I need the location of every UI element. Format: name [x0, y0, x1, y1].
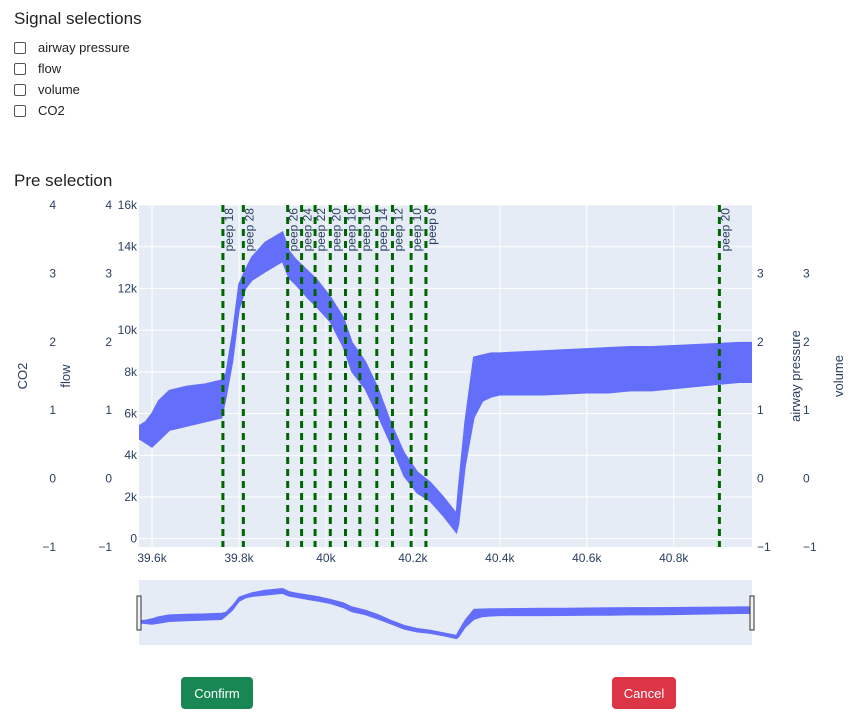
co2-tick-label: 3 [49, 266, 56, 280]
confirm-button[interactable]: Confirm [181, 677, 253, 709]
checkbox-volume[interactable]: volume [14, 79, 130, 100]
signal-selections-title: Signal selections [14, 9, 142, 28]
checkbox-label: CO2 [38, 103, 65, 118]
peep-marker-label: peep 20 [718, 208, 732, 252]
x-tick-label: 39.6k [137, 551, 167, 565]
peep-marker-label: peep 24 [301, 208, 315, 252]
co2-tick-label: 0 [49, 472, 56, 486]
checkbox-airway-pressure[interactable]: airway pressure [14, 37, 130, 58]
flow-side-tick-label: 0 [105, 472, 112, 486]
peep-marker-label: peep 16 [359, 208, 373, 252]
checkbox-box[interactable] [14, 41, 26, 54]
x-tick-label: 39.8k [224, 551, 254, 565]
flow-tick-label: 2k [124, 490, 138, 504]
airway-pressure-tick-label: 2 [757, 335, 764, 349]
range-slider-handle[interactable] [136, 595, 142, 631]
co2-tick-label: 4 [49, 198, 56, 212]
peep-marker-label: peep 8 [425, 208, 439, 245]
range-slider-handle[interactable] [749, 595, 755, 631]
co2-tick-label: 1 [49, 403, 56, 417]
flow-tick-label: 6k [124, 407, 138, 421]
signal-checkbox-list: airway pressure flow volume CO2 [14, 37, 130, 121]
peep-marker-label: peep 20 [329, 208, 343, 252]
x-tick-label: 40.8k [659, 551, 689, 565]
volume-axis-title: volume [831, 355, 846, 397]
flow-tick-label: 8k [124, 365, 138, 379]
x-tick-label: 40k [316, 551, 336, 565]
checkbox-label: flow [38, 61, 62, 76]
pre-selection-title: Pre selection [14, 171, 113, 190]
peep-marker-label: peep 14 [376, 208, 390, 252]
peep-marker-label: peep 28 [242, 208, 256, 252]
checkbox-label: volume [38, 82, 80, 97]
volume-tick-label: 2 [803, 335, 810, 349]
airway-pressure-tick-label: 1 [757, 403, 764, 417]
flow-side-tick-label: 3 [105, 266, 112, 280]
flow-tick-label: 10k [118, 323, 138, 337]
flow-tick-label: 12k [118, 281, 138, 295]
flow-tick-label: 14k [118, 240, 138, 254]
peep-marker-label: peep 12 [391, 208, 405, 252]
checkbox-box[interactable] [14, 104, 26, 117]
signal-chart[interactable]: 39.6k 39.8k 40k 40.2k 40.4k 40.6k 40.8k 0 2k 4k 6k… [0, 0, 857, 660]
volume-tick-label: 1 [803, 403, 810, 417]
peep-marker-label: peep 10 [410, 208, 424, 252]
peep-marker-label: peep 18 [345, 208, 359, 252]
airway-pressure-tick-label: −1 [757, 540, 771, 554]
checkbox-label: airway pressure [38, 40, 130, 55]
flow-side-tick-label: 2 [105, 335, 112, 349]
checkbox-box[interactable] [14, 83, 26, 96]
volume-tick-label: −1 [803, 540, 817, 554]
volume-tick-label: 0 [803, 472, 810, 486]
co2-tick-label: 2 [49, 335, 56, 349]
x-tick-label: 40.4k [485, 551, 515, 565]
flow-side-tick-label: 1 [105, 403, 112, 417]
x-tick-label: 40.6k [572, 551, 602, 565]
airway-pressure-tick-label: 3 [757, 266, 764, 280]
flow-tick-label: 16k [118, 198, 138, 212]
volume-tick-label: 3 [803, 266, 810, 280]
flow-side-tick-label: −1 [98, 540, 112, 554]
flow-side-tick-label: 4 [105, 198, 112, 212]
flow-tick-label: 4k [124, 448, 138, 462]
airway-pressure-tick-label: 0 [757, 472, 764, 486]
peep-marker-label: peep 26 [287, 208, 301, 252]
airway-pressure-axis-title: airway pressure [788, 330, 803, 422]
checkbox-flow[interactable]: flow [14, 58, 130, 79]
peep-marker-label: peep 18 [222, 208, 236, 252]
checkbox-co2[interactable]: CO2 [14, 100, 130, 121]
flow-tick-label: 0 [130, 532, 137, 546]
x-tick-label: 40.2k [398, 551, 428, 565]
co2-tick-label: −1 [42, 540, 56, 554]
flow-axis-title: flow [58, 364, 73, 388]
cancel-button[interactable]: Cancel [612, 677, 676, 709]
co2-axis-title: CO2 [15, 363, 30, 390]
peep-marker-label: peep 22 [314, 208, 328, 252]
checkbox-box[interactable] [14, 62, 26, 75]
